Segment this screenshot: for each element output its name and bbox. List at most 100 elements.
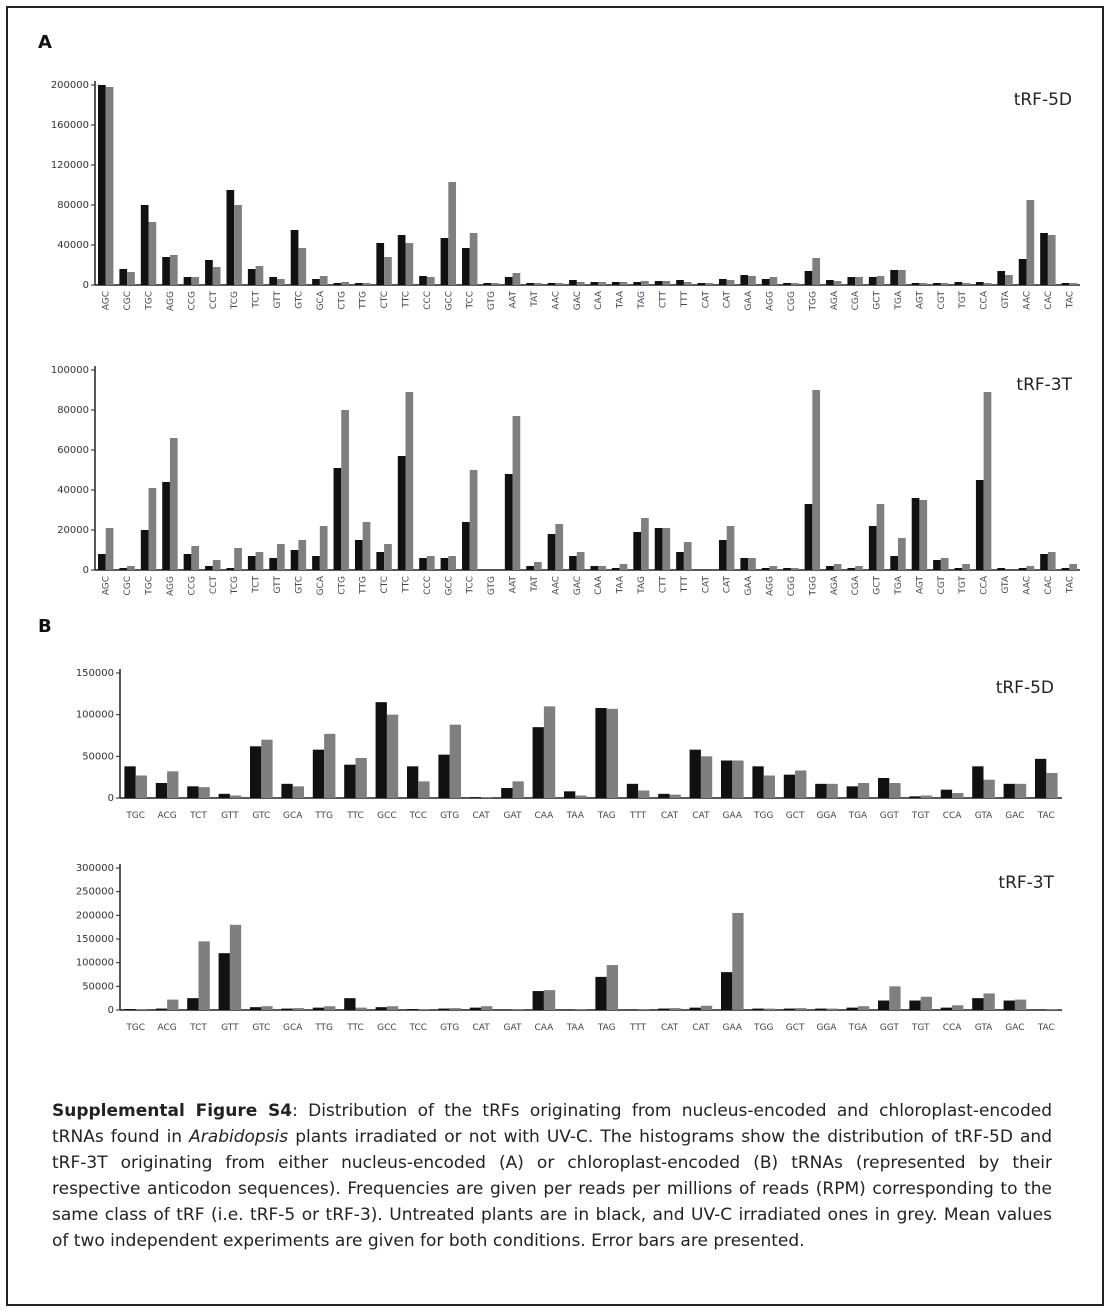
bar [386,714,399,798]
bar [298,248,307,285]
y-tick-label: 150000 [76,934,114,945]
bar [148,488,157,570]
bar [1061,568,1070,570]
x-tick-label: GGA [816,1023,837,1033]
bar [952,1005,964,1010]
bar [501,788,513,798]
x-tick-label: AGG [166,291,176,311]
bar [720,972,733,1010]
bar [718,540,727,570]
bar [633,282,642,285]
bar [748,276,756,285]
bar [169,438,178,570]
bar [1046,773,1058,798]
bar [897,538,906,570]
bar [606,965,619,1010]
bar [909,796,921,798]
bar [491,283,499,285]
bar [319,526,328,570]
bar [700,756,713,798]
bar [155,1008,168,1010]
x-tick-label: TTG [359,291,369,310]
bar [804,504,813,570]
bar [183,277,192,285]
x-tick-label: TGG [808,576,818,596]
bar [1014,783,1027,798]
bar [919,500,928,570]
x-tick-label: TGA [894,290,904,310]
bar [312,1007,325,1010]
x-tick-label: TCT [189,811,207,821]
bar [261,1006,273,1010]
x-tick-label: TAC [1037,1023,1055,1033]
bar [654,281,663,285]
bar [376,243,385,285]
x-tick-label: CCA [943,1023,963,1033]
bar [469,470,478,570]
x-tick-label: TCC [409,811,428,821]
bar [438,1008,450,1010]
x-tick-label: TTG [314,811,333,821]
x-tick-label: GTA [975,811,993,821]
bar [397,456,406,570]
x-tick-label: CAT [692,1023,710,1033]
bar [795,770,807,798]
bar [135,775,148,798]
bar [748,558,756,570]
bar [384,544,392,570]
bar [662,528,671,570]
bar [333,283,342,285]
bar [761,279,770,285]
x-tick-label: TGG [753,811,773,821]
bar [833,564,842,570]
bar [726,526,735,570]
bar [868,277,877,285]
bar [669,1008,681,1010]
x-tick-label: CGA [851,575,861,595]
x-tick-label: TCG [230,576,240,595]
y-tick-label: 0 [83,565,89,576]
bar [590,282,599,285]
x-tick-label: AGA [830,290,840,310]
x-tick-label: GTG [487,291,497,310]
x-tick-label: TGC [125,811,145,821]
x-tick-label: TAG [637,576,647,595]
bar [1014,999,1027,1010]
bar [940,283,949,285]
x-tick-label: TTG [359,576,369,595]
x-tick-label: CAT [723,576,733,594]
bar [292,786,305,798]
bar [312,279,320,285]
caption-text: plants irradiated or not with UV-C. The … [52,1127,1052,1251]
bar [406,1009,419,1010]
x-tick-label: GTT [273,576,283,594]
x-tick-label: GTC [294,291,304,309]
x-tick-label: CCC [423,291,433,310]
bar [292,1008,305,1010]
bar [469,797,482,798]
bar [920,996,933,1010]
bar [319,276,328,285]
bar [249,1007,262,1010]
bar [705,283,713,285]
bar [954,282,963,285]
x-tick-label: GTA [975,1023,993,1033]
x-tick-label: AGG [766,576,776,596]
figure-frame [6,6,1104,1306]
bar [1003,783,1015,798]
y-tick-label: 80000 [57,200,89,211]
x-tick-label: CTC [380,291,390,309]
bar [626,783,639,798]
bar [606,708,619,798]
x-tick-label: TAA [566,1023,585,1033]
bar [504,474,513,570]
y-tick-label: 300000 [76,863,114,874]
bar [897,270,906,285]
caption-label: Supplemental Figure S4 [52,1101,293,1121]
bar [547,283,556,285]
x-tick-label: TGG [808,291,818,311]
x-tick-label: TAA [566,811,585,821]
bar [440,558,449,570]
x-tick-label: TAT [530,576,540,593]
x-tick-label: AGC [102,291,112,310]
